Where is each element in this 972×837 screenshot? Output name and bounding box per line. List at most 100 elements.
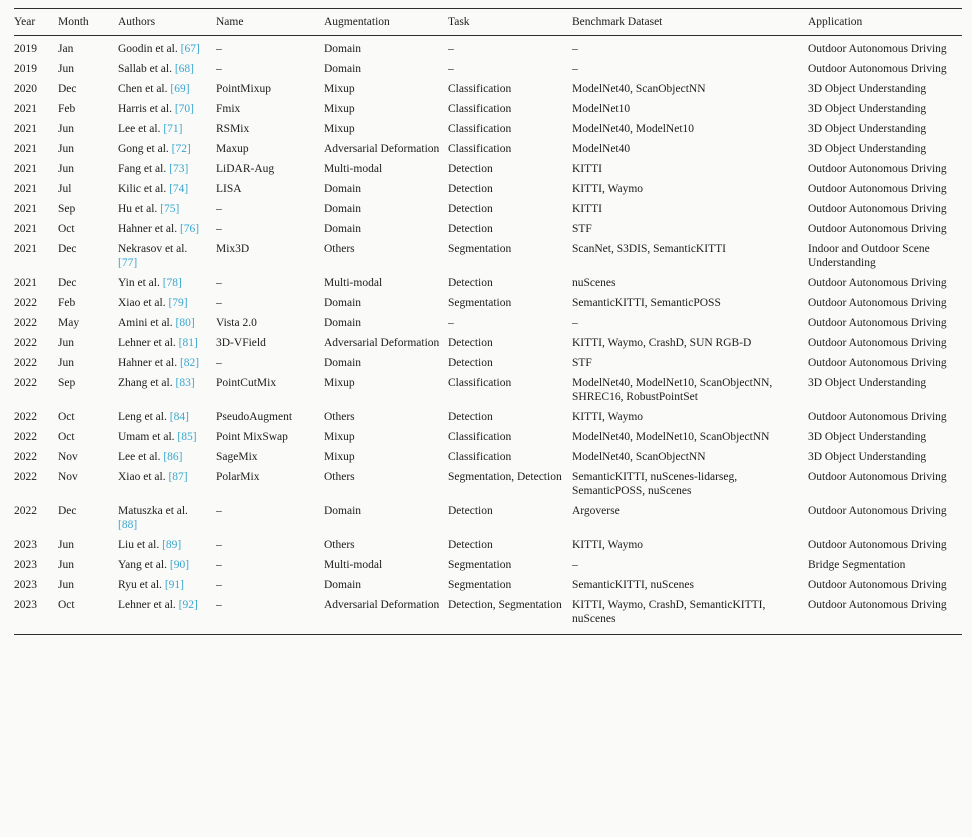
task-cell: Classification [448, 103, 512, 116]
citation-link[interactable]: [69] [170, 83, 190, 96]
table-header: Year Month Authors Name Augmentation Tas… [14, 7, 962, 37]
citation-link[interactable]: [76] [179, 223, 200, 236]
application-cell: Outdoor Autonomous Driving [808, 579, 947, 592]
column-header-name: Name [216, 7, 324, 37]
task-cell: Classification [448, 143, 512, 156]
task-cell: Detection [448, 411, 493, 424]
dataset-cell: ModelNet40, ScanObjectNN [572, 83, 706, 96]
year-cell: 2022 [14, 505, 37, 518]
table-row: 2022 Nov Xiao et al. [87] PolarMix Others Seg… [14, 467, 962, 501]
year-cell: 2021 [14, 277, 37, 290]
citation-link[interactable]: [80] [175, 317, 195, 330]
year-cell: 2019 [14, 43, 37, 56]
month-cell: Jun [58, 579, 74, 592]
task-cell: Segmentation [448, 243, 512, 256]
augmentation-cell: Domain [324, 183, 362, 196]
dataset-cell: – [572, 63, 578, 76]
year-cell: 2021 [14, 203, 37, 216]
citation-link[interactable]: [67] [180, 43, 200, 56]
month-cell: Nov [58, 451, 78, 464]
augmentation-cell: Domain [324, 223, 362, 236]
author-text: Goodin et al. [118, 43, 181, 56]
table-row: 2022 Jun Lehner et al. [81] 3D-VField Advers… [14, 333, 962, 353]
year-cell: 2022 [14, 431, 37, 444]
year-cell: 2021 [14, 183, 37, 196]
month-cell: Jan [58, 43, 74, 56]
citation-link[interactable]: [84] [169, 411, 189, 424]
task-cell: Classification [448, 377, 512, 390]
citation-link[interactable]: [89] [162, 539, 182, 552]
authors-cell: Chen et al. [69] [118, 79, 216, 99]
year-cell: 2021 [14, 143, 37, 156]
authors-cell: Lee et al. [71] [118, 119, 216, 139]
citation-link[interactable]: [79] [168, 297, 188, 310]
author-text: Ryu et al. [118, 579, 165, 592]
year-cell: 2021 [14, 123, 37, 136]
citation-link[interactable]: [87] [168, 471, 188, 484]
dataset-cell: Argoverse [572, 505, 620, 518]
application-cell: 3D Object Understanding [808, 431, 927, 444]
augmentation-cell: Others [324, 471, 355, 484]
augmentation-cell: Others [324, 411, 355, 424]
citation-link[interactable]: [92] [178, 599, 198, 612]
table-row: 2020 Dec Chen et al. [69] PointMixup Mixup Cl… [14, 79, 962, 99]
citation-link[interactable]: [82] [179, 357, 200, 370]
citation-link[interactable]: [85] [177, 431, 197, 444]
citation-link[interactable]: [86] [163, 451, 183, 464]
application-cell: Outdoor Autonomous Driving [808, 337, 947, 350]
column-header-authors: Authors [118, 7, 216, 37]
citation-link[interactable]: [72] [171, 143, 191, 156]
name-cell: LISA [216, 183, 242, 196]
dataset-cell: SemanticKITTI, SemanticPOSS [572, 297, 721, 310]
citation-link[interactable]: [71] [163, 123, 183, 136]
month-cell: Oct [58, 223, 75, 236]
citation-link[interactable]: [83] [175, 377, 195, 390]
author-text: Liu et al. [118, 539, 163, 552]
citation-link[interactable]: [90] [169, 559, 190, 572]
application-cell: 3D Object Understanding [808, 123, 927, 136]
application-cell: 3D Object Understanding [808, 83, 927, 96]
task-cell: Detection [448, 223, 493, 236]
citation-link[interactable]: [77] [118, 257, 138, 270]
dataset-cell: ModelNet40, ModelNet10, ScanObjectNN [572, 431, 770, 444]
author-text: Lee et al. [118, 123, 164, 136]
month-cell: Feb [58, 297, 76, 310]
year-cell: 2022 [14, 317, 37, 330]
citation-link[interactable]: [68] [174, 63, 195, 76]
month-cell: Jun [58, 539, 74, 552]
name-cell: RSMix [216, 123, 250, 136]
authors-cell: Amini et al. [80] [118, 313, 216, 333]
year-cell: 2021 [14, 223, 37, 236]
citation-link[interactable]: [75] [160, 203, 180, 216]
year-cell: 2022 [14, 471, 37, 484]
application-cell: Outdoor Autonomous Driving [808, 411, 947, 424]
citation-link[interactable]: [91] [164, 579, 184, 592]
citation-link[interactable]: [70] [174, 103, 195, 116]
citation-link[interactable]: [78] [162, 277, 182, 290]
year-cell: 2022 [14, 411, 37, 424]
application-cell: Outdoor Autonomous Driving [808, 223, 947, 236]
author-text: Leng et al. [118, 411, 170, 424]
dataset-cell: – [572, 559, 578, 572]
authors-cell: Lehner et al. [81] [118, 333, 216, 353]
dataset-cell: – [572, 317, 578, 330]
task-cell: Segmentation, Detection [448, 471, 562, 484]
table-row: 2021 Feb Harris et al. [70] Fmix Mixup Classi… [14, 99, 962, 119]
authors-cell: Ryu et al. [91] [118, 575, 216, 595]
citation-link[interactable]: [74] [169, 183, 189, 196]
year-cell: 2023 [14, 539, 37, 552]
task-cell: Detection [448, 505, 493, 518]
author-text: Kilic et al. [118, 183, 170, 196]
month-cell: Dec [58, 277, 77, 290]
month-cell: Dec [58, 243, 77, 256]
name-cell: – [216, 63, 222, 76]
authors-cell: Hahner et al. [76] [118, 219, 216, 239]
citation-link[interactable]: [73] [169, 163, 189, 176]
citation-link[interactable]: [88] [118, 519, 138, 532]
dataset-cell: KITTI [572, 203, 603, 216]
author-text: Xiao et al. [118, 297, 169, 310]
table-row: 2021 Jun Gong et al. [72] Maxup Adversarial … [14, 139, 962, 159]
citation-link[interactable]: [81] [178, 337, 198, 350]
table-row: 2023 Jun Ryu et al. [91] – Domain Segmentatio… [14, 575, 962, 595]
year-cell: 2022 [14, 337, 37, 350]
